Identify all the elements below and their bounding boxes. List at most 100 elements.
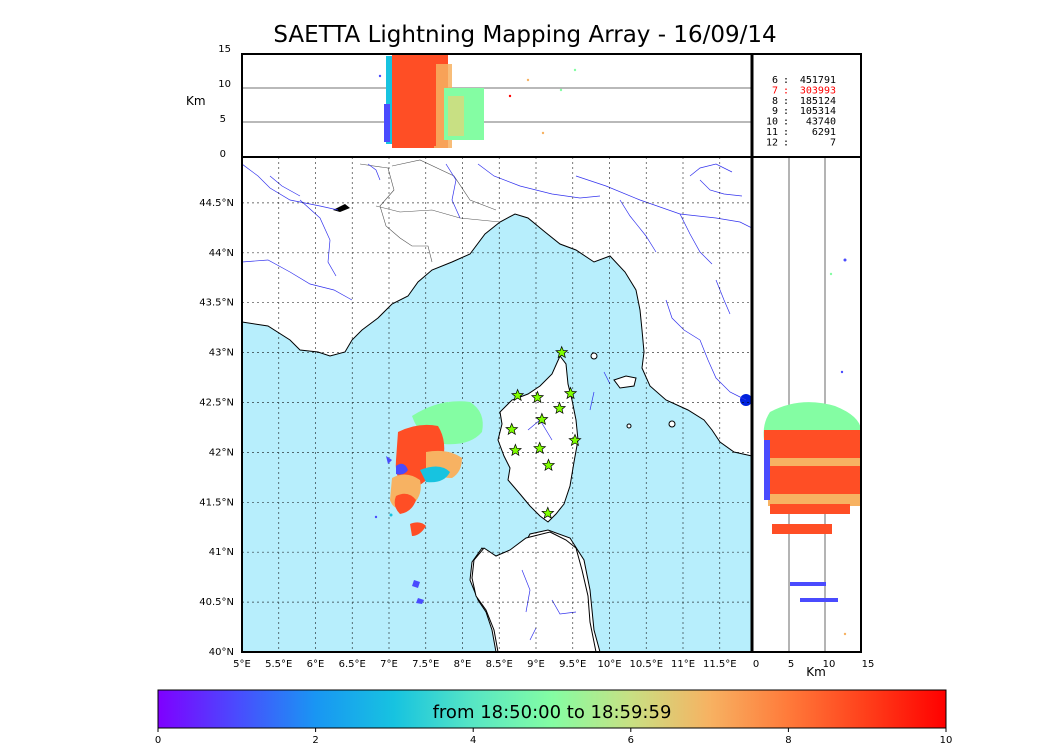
lat-tick-label: 41.5°N <box>199 497 234 508</box>
station-count-sep: : <box>783 127 789 138</box>
station-count-value: 185124 <box>800 96 836 107</box>
lat-tick-label: 43.5°N <box>199 298 234 309</box>
station-star-icon <box>555 345 569 359</box>
lon-tick-label: 8.5°E <box>486 659 513 670</box>
lat-tick-label: 42°N <box>209 447 234 458</box>
lat-tick-label: 44.5°N <box>199 198 234 209</box>
side-xtick: 0 <box>753 659 759 670</box>
corsica <box>497 355 579 523</box>
altitude-sources <box>378 54 577 148</box>
station-count-list: 6:4517917:3039938:1851249:10531410:43740… <box>766 75 836 148</box>
country-border <box>359 163 433 263</box>
station-count-sep: : <box>783 137 789 148</box>
plot-title: SAETTA Lightning Mapping Array - 16/09/1… <box>273 22 777 48</box>
side-xtick: 10 <box>823 659 836 670</box>
lon-tick-label: 11.5°E <box>703 659 737 670</box>
sardinia <box>471 531 597 652</box>
station-count-stations: 6 <box>772 75 778 86</box>
lat-tick-label: 44°N <box>209 248 234 259</box>
station-count-stations: 7 <box>772 85 778 96</box>
altitude-panel: 15 10 5 0 Km <box>186 44 753 160</box>
station-star-icon <box>510 388 525 402</box>
lon-tick-label: 7°E <box>380 659 398 670</box>
montecristo-island <box>626 423 632 429</box>
station-count-stations: 9 <box>772 106 778 117</box>
station-count-value: 451791 <box>800 75 836 86</box>
side-panel: 0 5 10 15 Km <box>750 54 875 679</box>
station-star-icon <box>508 443 523 457</box>
colorbar-tick-label: 4 <box>470 735 476 746</box>
side-sources <box>763 258 861 636</box>
station-count-value: 105314 <box>800 106 836 117</box>
colorbar-bar <box>157 689 947 729</box>
station-count-sep: : <box>783 75 789 86</box>
lon-tick-label: 5.5°E <box>265 659 292 670</box>
lon-tick-label: 8°E <box>454 659 472 670</box>
station-star-icon <box>505 422 519 436</box>
station-count-sep: : <box>783 106 789 117</box>
station-star-icon <box>535 412 549 426</box>
colorbar: 0 2 4 6 8 10 <box>155 689 953 746</box>
lon-tick-label: 10°E <box>597 659 621 670</box>
lon-tick-label: 6°E <box>307 659 325 670</box>
lat-tick-label: 40°N <box>209 647 234 658</box>
station-count-stations: 8 <box>772 96 778 107</box>
colorbar-tick-label: 8 <box>785 735 791 746</box>
station-count-stations: 11 <box>766 127 778 138</box>
giglio-island <box>668 420 676 428</box>
station-star-icon <box>541 458 556 471</box>
lat-tick-labels: 44.5°N 44°N 43.5°N 43°N 42.5°N 42°N 41.5°N 41°N… <box>199 198 234 658</box>
colorbar-tick-label: 6 <box>628 735 634 746</box>
station-count-sep: : <box>783 85 789 96</box>
region-border <box>375 205 501 223</box>
station-star-icon <box>563 386 578 400</box>
station-star-icon <box>552 401 567 415</box>
lat-tick-label: 40.5°N <box>199 597 234 608</box>
alt-ytick: 15 <box>218 44 231 55</box>
colorbar-tick-label: 10 <box>940 735 953 746</box>
station-star-icon <box>541 506 555 519</box>
station-count-panel: 6:4517917:3039938:1851249:10531410:43740… <box>751 53 862 158</box>
colorbar-label: from 18:50:00 to 18:59:59 <box>432 702 672 723</box>
alt-ytick: 0 <box>220 149 226 160</box>
station-count-value: 303993 <box>800 85 836 96</box>
station-count-value: 43740 <box>806 117 836 128</box>
lat-tick-label: 42.5°N <box>199 398 234 409</box>
station-count-stations: 12 <box>766 137 778 148</box>
station-count-stations: 10 <box>766 117 778 128</box>
lat-tick-label: 43°N <box>209 348 234 359</box>
lon-tick-labels: 5°E 5.5°E 6°E 6.5°E 7°E 7.5°E 8°E 8.5°E 9°E 9.5°E… <box>233 659 736 670</box>
capraia-island <box>590 352 598 360</box>
colorbar-ticks: 0 2 4 6 8 10 <box>155 728 953 746</box>
side-xlabel: Km <box>806 665 826 679</box>
station-count-sep: : <box>783 117 789 128</box>
lon-tick-label: 7.5°E <box>412 659 439 670</box>
alt-ytick: 10 <box>218 79 231 90</box>
station-count-value: 7 <box>830 137 836 148</box>
side-xtick: 15 <box>862 659 875 670</box>
lon-tick-label: 10.5°E <box>629 659 663 670</box>
station-star-icon <box>533 441 547 455</box>
station-star-icon <box>530 390 545 404</box>
region-border <box>391 159 497 211</box>
station-star-icon <box>568 433 582 447</box>
lon-tick-label: 5°E <box>233 659 251 670</box>
colorbar-tick-label: 2 <box>312 735 318 746</box>
map-panel: 5°E 5.5°E 6°E 6.5°E 7°E 7.5°E 8°E 8.5°E 9°E 9.5°E… <box>199 156 753 670</box>
side-xtick: 5 <box>788 659 794 670</box>
lon-tick-label: 6.5°E <box>339 659 366 670</box>
alt-ytick: 5 <box>220 114 226 125</box>
lon-tick-label: 11°E <box>671 659 695 670</box>
station-count-value: 6291 <box>812 127 836 138</box>
station-count-sep: : <box>783 96 789 107</box>
lon-tick-label: 9.5°E <box>559 659 586 670</box>
elba-island <box>613 375 637 389</box>
colorbar-tick-label: 0 <box>155 735 161 746</box>
lma-stations <box>505 345 582 519</box>
lat-tick-label: 41°N <box>209 547 234 558</box>
map-gridlines <box>242 157 752 652</box>
rivers <box>242 163 752 641</box>
lon-tick-label: 9°E <box>527 659 545 670</box>
lightning-sources-map <box>374 401 483 604</box>
